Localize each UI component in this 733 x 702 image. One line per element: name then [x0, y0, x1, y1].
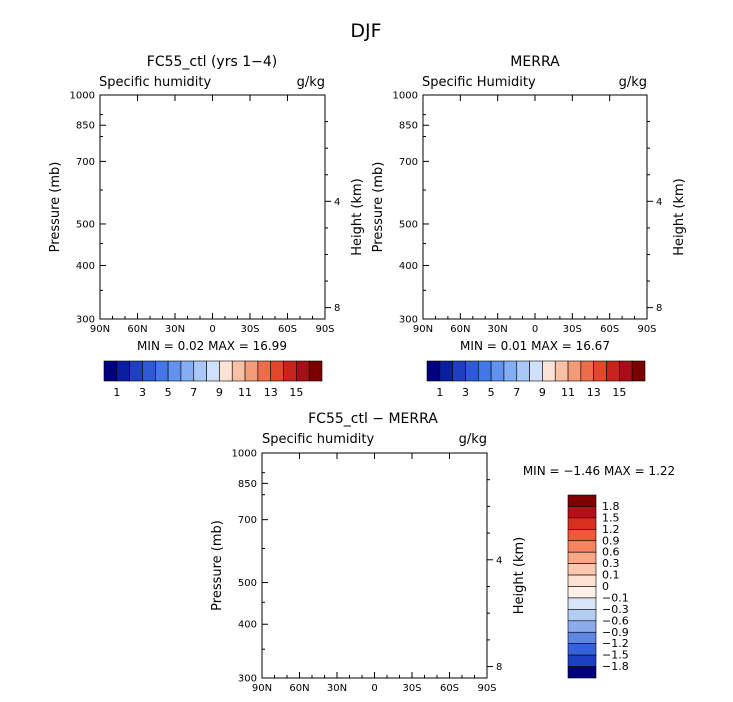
panel-model: FC55_ctl (yrs 1−4) Specific humidity g/k…	[48, 54, 365, 353]
panel-model-title: FC55_ctl (yrs 1−4)	[147, 54, 277, 70]
panel-model-variable: Specific humidity	[99, 75, 211, 90]
figure-title: DJF	[350, 20, 381, 42]
panel-model-units: g/kg	[297, 75, 325, 90]
panel-model-plot: 90N 60N 30N 0 30S 60S 90S300400500700850100084…	[48, 91, 365, 336]
